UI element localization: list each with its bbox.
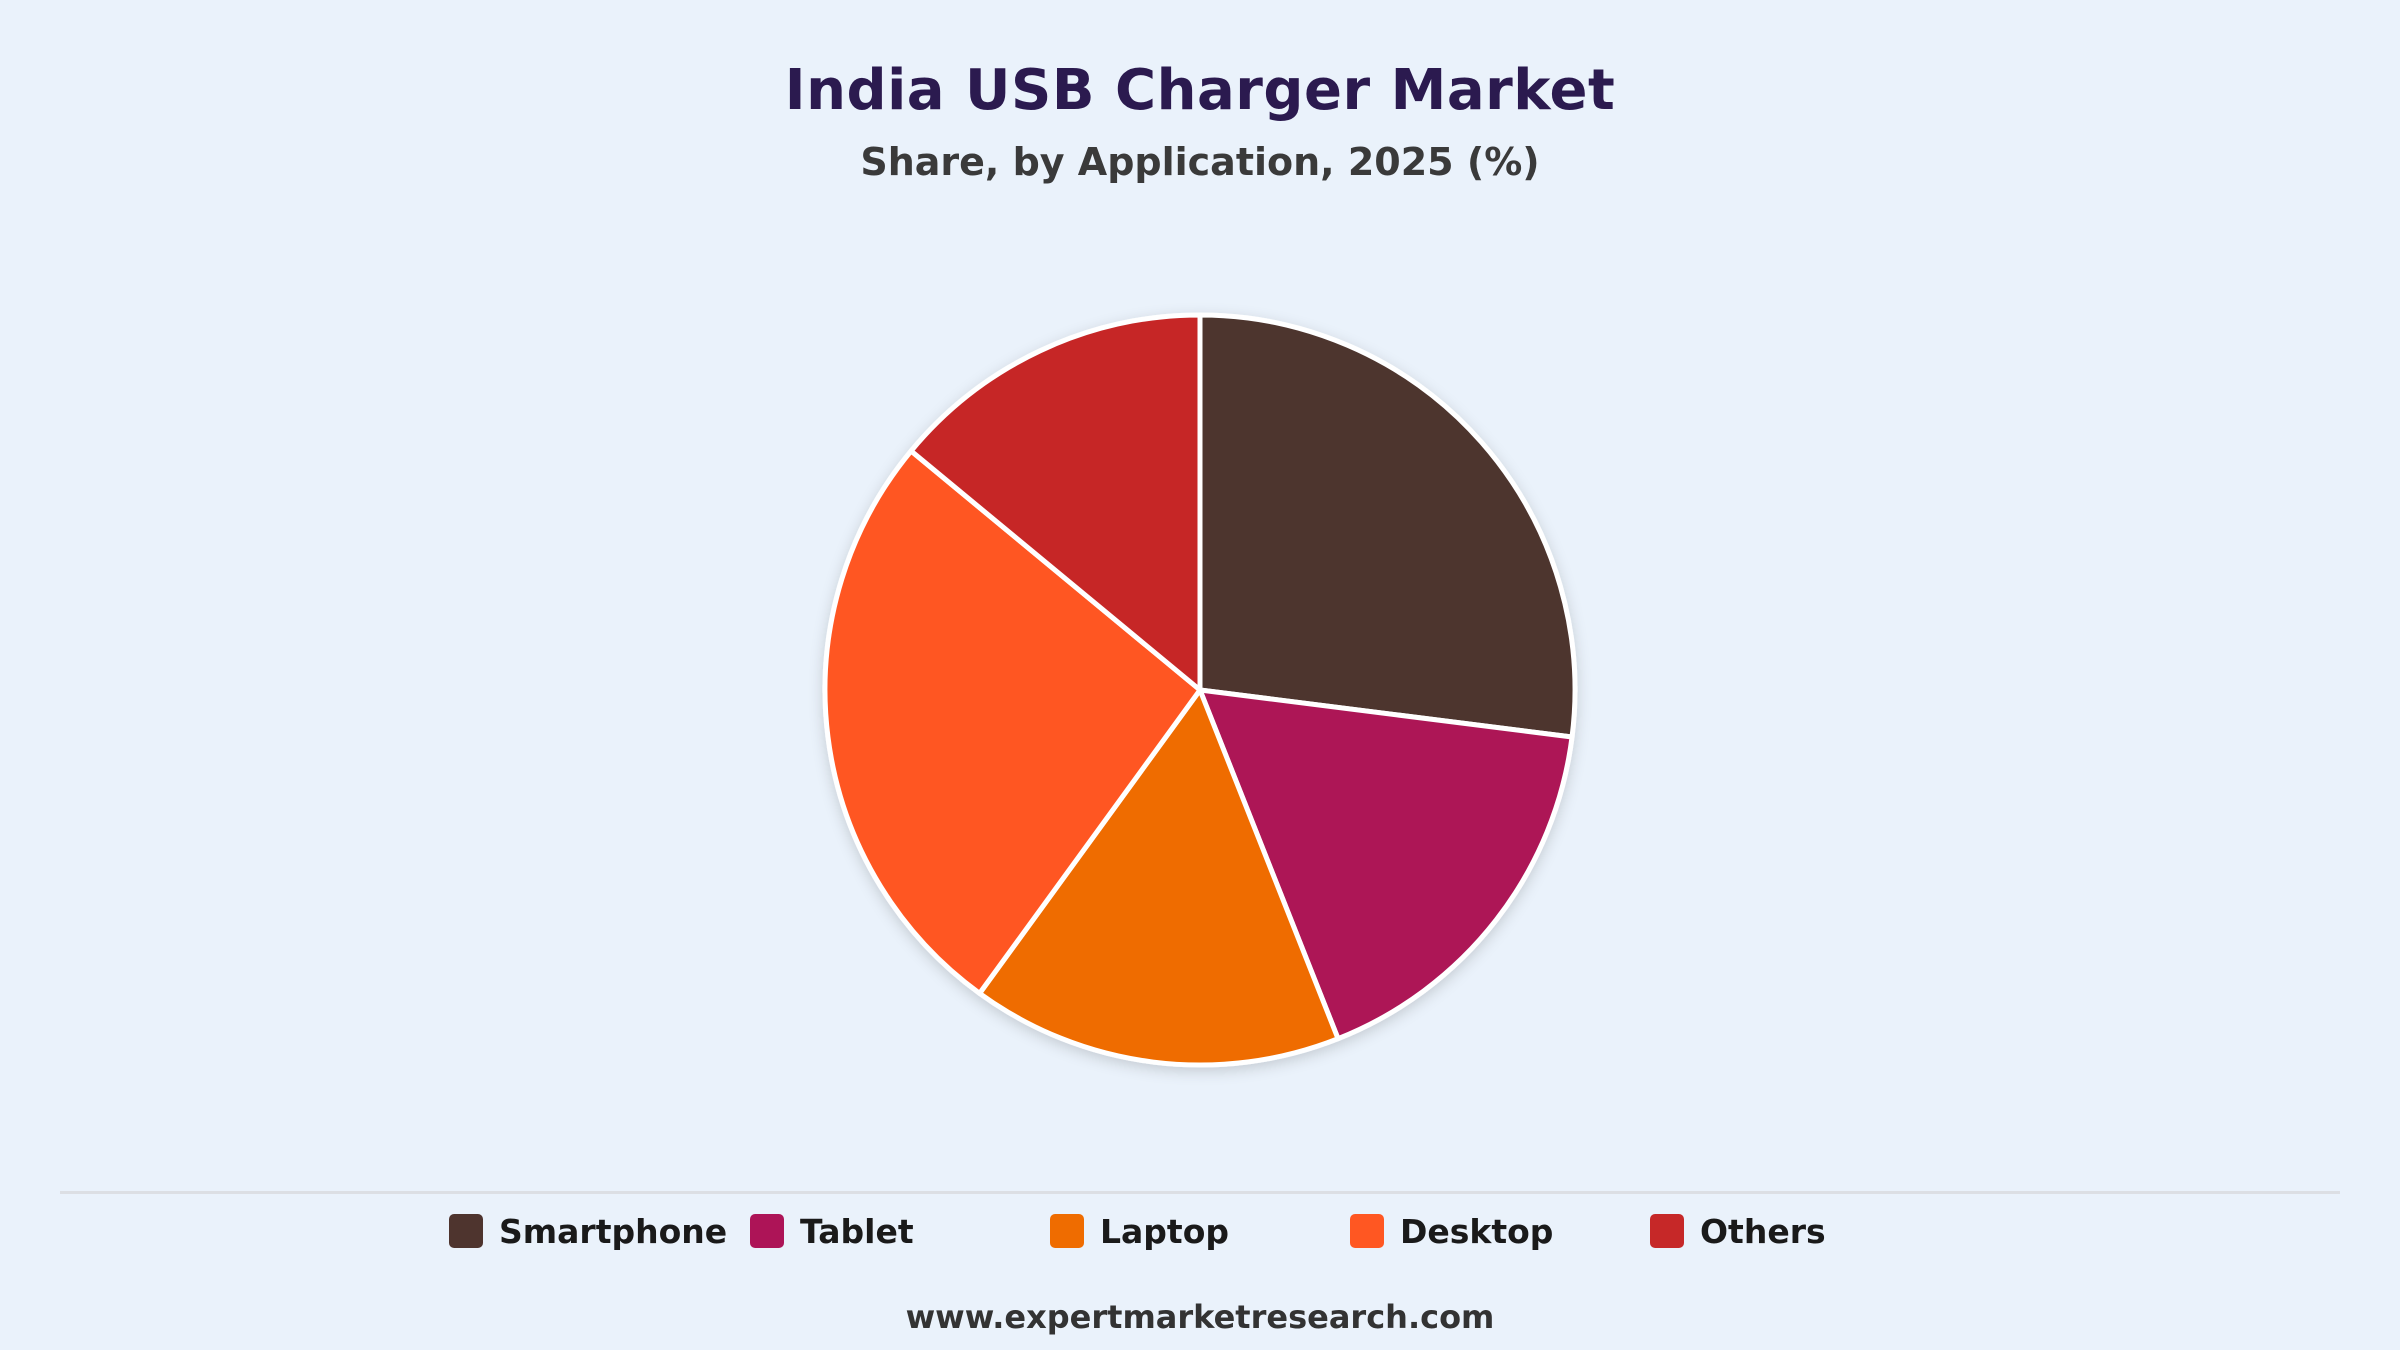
legend-item-tablet[interactable]: Tablet: [750, 1207, 914, 1255]
legend-swatch-desktop: [1350, 1214, 1384, 1248]
legend: Smartphone Tablet Laptop Desktop Others: [0, 1207, 2400, 1255]
legend-label-smartphone: Smartphone: [499, 1211, 728, 1251]
pie-slice-laptop[interactable]: [977, 687, 1341, 1068]
legend-swatch-tablet: [750, 1214, 784, 1248]
legend-label-desktop: Desktop: [1400, 1211, 1554, 1251]
source-url[interactable]: www.expertmarketresearch.com: [905, 1298, 1495, 1336]
legend-label-laptop: Laptop: [1100, 1211, 1229, 1251]
legend-swatch-smartphone: [449, 1214, 483, 1248]
legend-item-desktop[interactable]: Desktop: [1350, 1207, 1553, 1255]
pie-slice-others[interactable]: [908, 312, 1203, 693]
legend-swatch-others: [1650, 1214, 1684, 1248]
legend-item-others[interactable]: Others: [1650, 1207, 1826, 1255]
legend-label-tablet: Tablet: [800, 1211, 914, 1251]
chart-title: India USB Charger Market: [784, 58, 1616, 123]
legend-swatch-laptop: [1050, 1214, 1084, 1248]
pie-slice-tablet[interactable]: [1197, 687, 1575, 1042]
pie-slice-desktop[interactable]: [822, 448, 1203, 996]
chart-subtitle: Share, by Application, 2025 (%): [860, 140, 1540, 184]
legend-item-laptop[interactable]: Laptop: [1050, 1207, 1229, 1255]
legend-label-others: Others: [1700, 1211, 1826, 1251]
pie-chart: [822, 312, 1578, 1068]
legend-divider: [60, 1191, 2340, 1194]
pie-slice-smartphone[interactable]: [1197, 312, 1578, 740]
pie-slices: [822, 312, 1578, 1068]
legend-item-smartphone[interactable]: Smartphone: [449, 1207, 727, 1255]
